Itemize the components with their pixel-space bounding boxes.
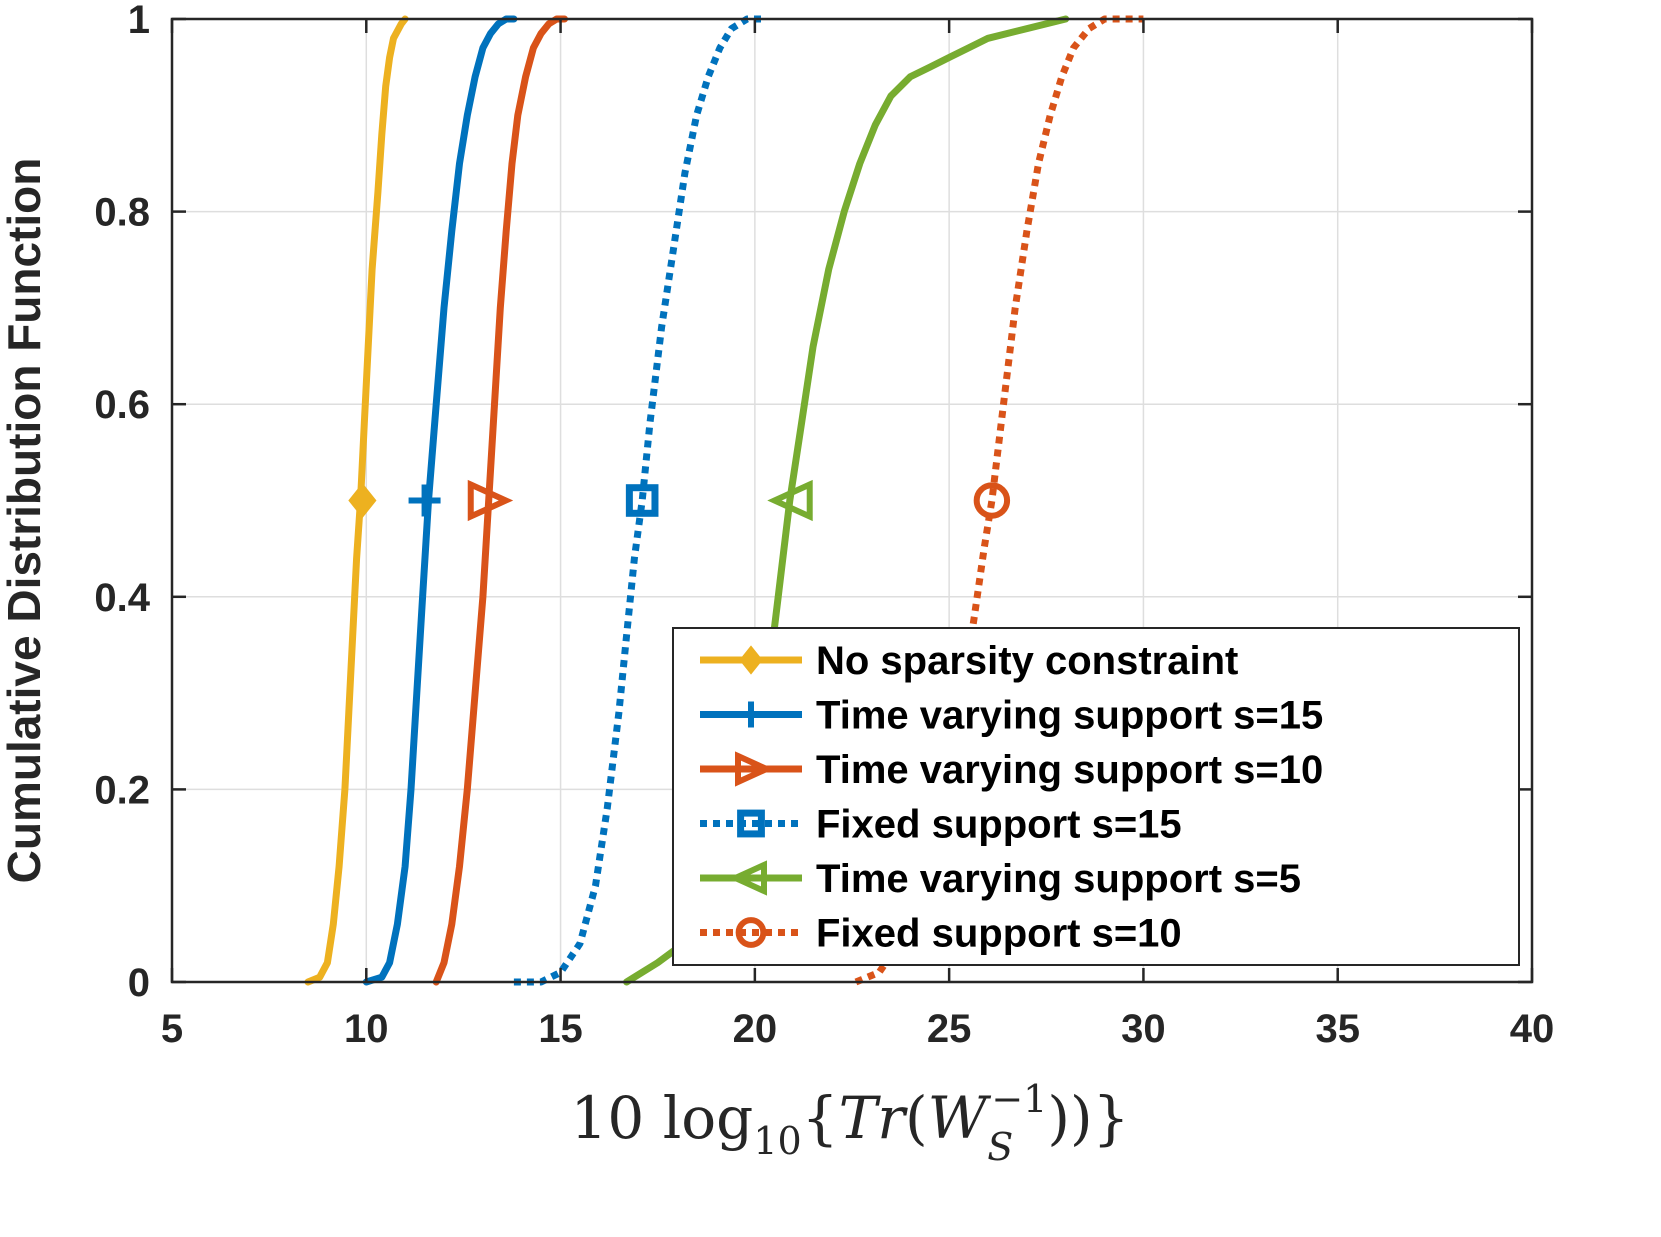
marker-plus — [738, 701, 764, 728]
y-tick-labels: 0 0.2 0.4 0.6 0.8 1 — [94, 0, 150, 1005]
x-axis-label: 10 log10{Tr(WS−1))} — [570, 1077, 1129, 1169]
marker-diamond — [739, 645, 763, 675]
y-tick-label: 0.8 — [94, 191, 150, 235]
x-tick-label: 10 — [344, 1007, 389, 1051]
y-tick-label: 0.2 — [94, 768, 150, 812]
marker-circle — [735, 917, 767, 948]
marker-square — [625, 484, 659, 517]
series-line-4 — [513, 15, 763, 986]
x-tick-label: 35 — [1315, 1007, 1360, 1051]
legend: No sparsity constraint Time varying suppo… — [672, 627, 1520, 966]
marker-triangle-left — [767, 479, 813, 522]
plot-frame — [170, 17, 1534, 984]
legend-box — [672, 627, 1520, 966]
y-tick-label: 0.6 — [94, 383, 150, 427]
marker-triangle-left — [728, 860, 767, 896]
axis-ticks — [170, 17, 1534, 984]
legend-label-4: Fixed support s=15 — [816, 803, 1182, 847]
legend-label-3: Time varying support s=10 — [816, 748, 1323, 792]
marker-triangle-right — [735, 751, 774, 787]
legend-label-5: Time varying support s=5 — [816, 857, 1301, 901]
y-tick-label: 0 — [128, 961, 150, 1005]
marker-circle — [973, 482, 1011, 519]
marker-square — [737, 809, 765, 838]
legend-label-1: No sparsity constraint — [816, 639, 1238, 683]
marker-plus — [408, 484, 441, 517]
series-line-3 — [432, 15, 568, 986]
legend-label-2: Time varying support s=15 — [816, 694, 1323, 738]
x-tick-label: 40 — [1510, 1007, 1555, 1051]
marker-triangle-right — [467, 479, 514, 522]
x-tick-label: 15 — [538, 1007, 583, 1051]
marker-diamond — [348, 482, 377, 519]
x-axis-label-text: 10 log10{Tr(WS−1))} — [570, 1077, 1129, 1169]
y-axis-label: Cumulative Distribution Function — [0, 158, 50, 884]
legend-label-6: Fixed support s=10 — [816, 912, 1182, 956]
series-line-2 — [362, 15, 518, 986]
y-tick-label: 1 — [128, 0, 150, 42]
x-tick-labels: 5 10 15 20 25 30 35 40 — [161, 1007, 1554, 1051]
x-tick-label: 30 — [1121, 1007, 1166, 1051]
x-tick-label: 5 — [161, 1007, 183, 1051]
x-tick-label: 25 — [927, 1007, 972, 1051]
x-tick-label: 20 — [733, 1007, 778, 1051]
markers-layer — [348, 479, 1011, 522]
series-line-1 — [304, 15, 409, 986]
y-tick-label: 0.4 — [94, 576, 150, 620]
